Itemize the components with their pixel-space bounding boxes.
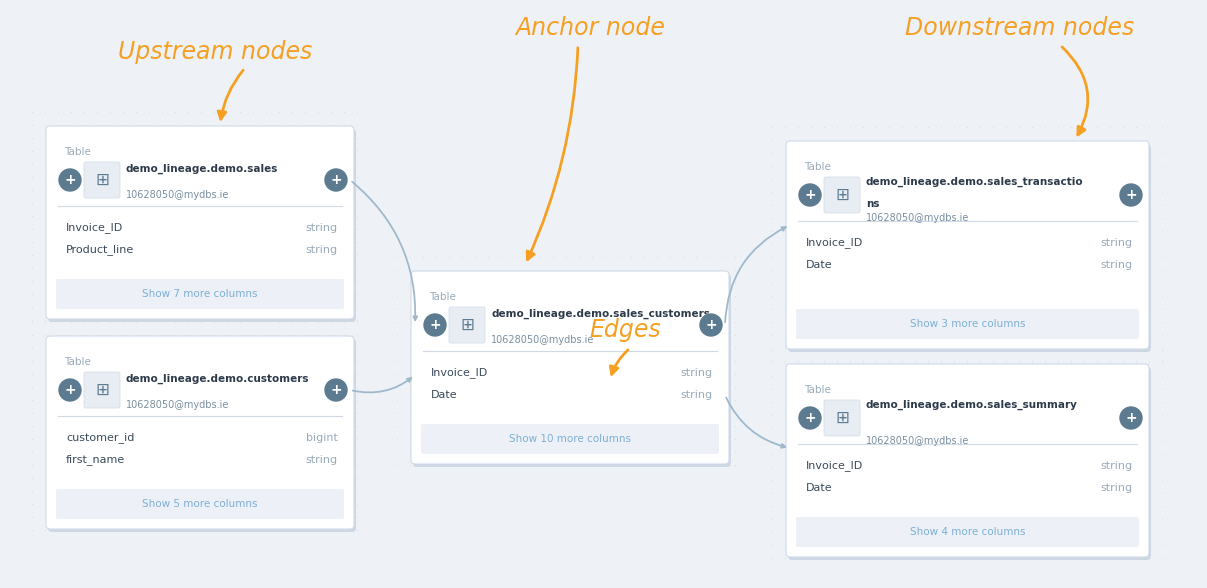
Text: string: string xyxy=(1101,260,1133,270)
Text: Table: Table xyxy=(428,292,456,302)
Text: Upstream nodes: Upstream nodes xyxy=(118,40,313,64)
Text: +: + xyxy=(1125,188,1137,202)
Text: bigint: bigint xyxy=(307,433,338,443)
Text: demo_lineage.demo.sales_transactio: demo_lineage.demo.sales_transactio xyxy=(865,177,1084,187)
Text: Table: Table xyxy=(804,385,830,395)
Text: Show 10 more columns: Show 10 more columns xyxy=(509,434,631,444)
FancyBboxPatch shape xyxy=(786,364,1149,557)
Text: 10628050@mydbs.ie: 10628050@mydbs.ie xyxy=(865,213,969,223)
FancyBboxPatch shape xyxy=(421,424,719,454)
Circle shape xyxy=(59,379,81,401)
FancyBboxPatch shape xyxy=(48,129,356,322)
Circle shape xyxy=(424,314,447,336)
FancyBboxPatch shape xyxy=(788,367,1151,560)
Circle shape xyxy=(1120,184,1142,206)
Circle shape xyxy=(799,184,821,206)
FancyBboxPatch shape xyxy=(786,141,1149,349)
Text: string: string xyxy=(681,390,713,400)
Text: Anchor node: Anchor node xyxy=(515,16,665,40)
FancyBboxPatch shape xyxy=(48,339,356,532)
Text: ⊞: ⊞ xyxy=(460,316,474,334)
Text: +: + xyxy=(804,188,816,202)
Circle shape xyxy=(700,314,722,336)
FancyBboxPatch shape xyxy=(795,517,1139,547)
Text: +: + xyxy=(1125,411,1137,425)
Text: demo_lineage.demo.sales_customers: demo_lineage.demo.sales_customers xyxy=(491,309,710,319)
Text: Show 7 more columns: Show 7 more columns xyxy=(142,289,258,299)
FancyBboxPatch shape xyxy=(413,274,731,467)
Text: Date: Date xyxy=(806,483,833,493)
Text: ⊞: ⊞ xyxy=(95,171,109,189)
Text: ⊞: ⊞ xyxy=(835,409,849,427)
Text: Invoice_ID: Invoice_ID xyxy=(66,222,123,233)
Text: +: + xyxy=(430,318,441,332)
Text: Invoice_ID: Invoice_ID xyxy=(431,368,489,379)
Text: +: + xyxy=(64,383,76,397)
FancyBboxPatch shape xyxy=(824,177,861,213)
Text: customer_id: customer_id xyxy=(66,433,134,443)
Text: 10628050@mydbs.ie: 10628050@mydbs.ie xyxy=(126,190,229,200)
Text: demo_lineage.demo.sales: demo_lineage.demo.sales xyxy=(126,163,279,174)
Text: +: + xyxy=(331,383,342,397)
Text: ⊞: ⊞ xyxy=(835,186,849,204)
FancyBboxPatch shape xyxy=(412,271,729,464)
Text: demo_lineage.demo.customers: demo_lineage.demo.customers xyxy=(126,374,309,384)
Text: Show 4 more columns: Show 4 more columns xyxy=(910,527,1025,537)
Text: Downstream nodes: Downstream nodes xyxy=(905,16,1135,40)
Text: string: string xyxy=(305,245,338,255)
Text: string: string xyxy=(305,223,338,233)
FancyBboxPatch shape xyxy=(46,126,354,319)
FancyBboxPatch shape xyxy=(84,162,119,198)
Text: +: + xyxy=(804,411,816,425)
Text: string: string xyxy=(1101,483,1133,493)
Circle shape xyxy=(59,169,81,191)
Text: Invoice_ID: Invoice_ID xyxy=(806,460,863,472)
Text: string: string xyxy=(305,455,338,465)
FancyBboxPatch shape xyxy=(56,489,344,519)
Text: Table: Table xyxy=(64,357,91,367)
Text: Product_line: Product_line xyxy=(66,245,134,255)
Text: string: string xyxy=(1101,461,1133,471)
Text: 10628050@mydbs.ie: 10628050@mydbs.ie xyxy=(491,335,594,345)
FancyBboxPatch shape xyxy=(788,144,1151,352)
Text: Date: Date xyxy=(431,390,457,400)
Text: +: + xyxy=(705,318,717,332)
Text: 10628050@mydbs.ie: 10628050@mydbs.ie xyxy=(126,400,229,410)
FancyBboxPatch shape xyxy=(46,336,354,529)
FancyBboxPatch shape xyxy=(449,307,485,343)
Text: Edges: Edges xyxy=(589,318,660,342)
Text: Invoice_ID: Invoice_ID xyxy=(806,238,863,249)
Text: Table: Table xyxy=(804,162,830,172)
Text: ⊞: ⊞ xyxy=(95,381,109,399)
Text: +: + xyxy=(64,173,76,187)
Text: Show 5 more columns: Show 5 more columns xyxy=(142,499,258,509)
Text: Date: Date xyxy=(806,260,833,270)
FancyBboxPatch shape xyxy=(84,372,119,408)
Text: +: + xyxy=(331,173,342,187)
Circle shape xyxy=(1120,407,1142,429)
Text: Show 3 more columns: Show 3 more columns xyxy=(910,319,1025,329)
Text: first_name: first_name xyxy=(66,455,126,466)
Circle shape xyxy=(325,169,346,191)
Text: string: string xyxy=(1101,238,1133,248)
Circle shape xyxy=(799,407,821,429)
FancyBboxPatch shape xyxy=(795,309,1139,339)
FancyBboxPatch shape xyxy=(56,279,344,309)
Text: 10628050@mydbs.ie: 10628050@mydbs.ie xyxy=(865,436,969,446)
Text: demo_lineage.demo.sales_summary: demo_lineage.demo.sales_summary xyxy=(865,400,1078,410)
FancyBboxPatch shape xyxy=(824,400,861,436)
Text: ns: ns xyxy=(865,199,880,209)
Text: string: string xyxy=(681,368,713,378)
Text: Table: Table xyxy=(64,147,91,157)
Circle shape xyxy=(325,379,346,401)
